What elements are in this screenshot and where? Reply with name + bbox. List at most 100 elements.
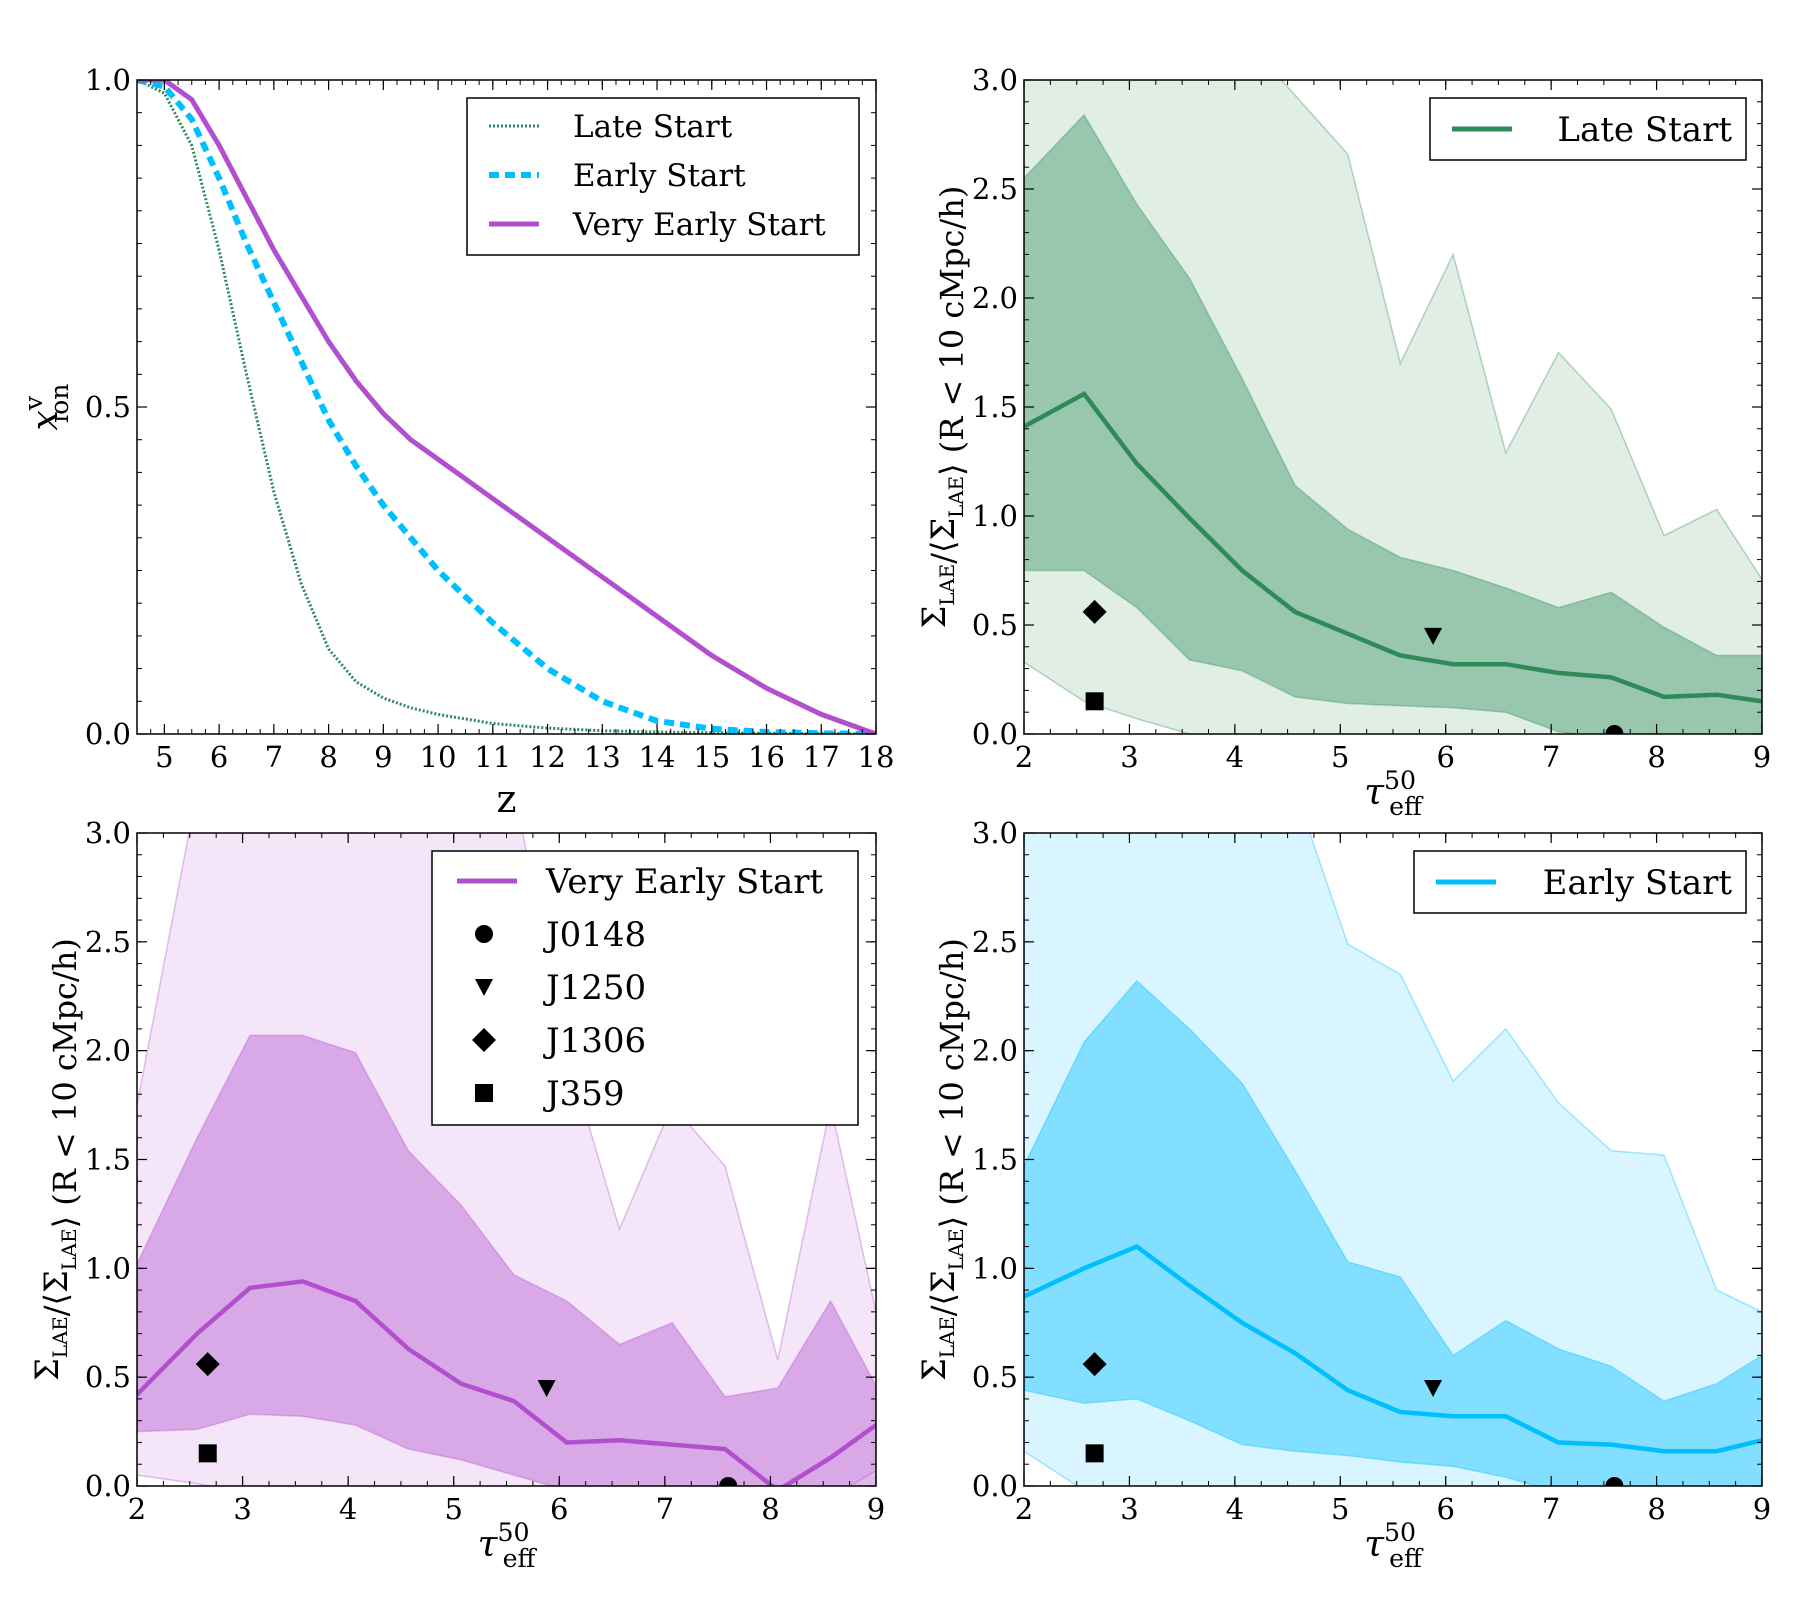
- y-axis-label: xvion: [19, 384, 74, 431]
- band-68: [1024, 113, 1762, 734]
- y-tick-label: 1.5: [85, 1143, 131, 1177]
- y-tick-label: 3.0: [85, 816, 131, 850]
- x-tick-label: 2: [128, 1492, 146, 1526]
- x-tick-label: 15: [693, 740, 730, 774]
- median-line: [1024, 1244, 1762, 1454]
- obs-j0148: [1605, 725, 1624, 734]
- obs-j359: [1085, 1444, 1104, 1463]
- plot-area: [137, 833, 876, 1486]
- x-tick-label: 9: [1753, 740, 1771, 774]
- legend-label: J359: [543, 1074, 625, 1114]
- legend-box: [431, 850, 859, 1126]
- legend-marker-j1306: [472, 1028, 496, 1052]
- legend-label: J1250: [543, 968, 646, 1008]
- x-tick-label: 8: [761, 1492, 779, 1526]
- y-tick-label: 1.5: [972, 390, 1018, 424]
- obs-j0148: [1605, 1477, 1624, 1486]
- x-tick-label: 17: [803, 740, 840, 774]
- y-tick-label: 1.0: [972, 499, 1018, 533]
- y-tick-label: 2.5: [85, 925, 131, 959]
- legend-label: J0148: [543, 915, 646, 955]
- y-axis-label: ΣLAE/⟨ΣLAE⟩ (R < 10 cMpc/h): [915, 938, 971, 1381]
- x-tick-label: 8: [1647, 1492, 1665, 1526]
- band-95: [1024, 80, 1762, 734]
- obs-j1250: [1424, 1380, 1443, 1398]
- legend: Very Early Start J0148 J1250 J1306 J359: [431, 850, 859, 1126]
- band-68: [1024, 979, 1762, 1486]
- x-axis-label: τ50 eff: [1364, 1518, 1424, 1573]
- x-tick-label: 8: [319, 740, 337, 774]
- y-tick-label: 0.5: [85, 390, 131, 424]
- obs-j1306: [195, 1352, 220, 1377]
- y-tick-label: 1.5: [972, 1143, 1018, 1177]
- median-line: [1024, 390, 1762, 704]
- x-tick-label: 9: [867, 1492, 885, 1526]
- x-tick-label: 5: [444, 1492, 462, 1526]
- legend-label: Late Start: [1557, 110, 1732, 150]
- x-axis-label: τ50 eff: [1364, 766, 1424, 821]
- series-line-very-early-start: [137, 80, 876, 734]
- y-tick-label: 0.0: [85, 717, 131, 751]
- x-tick-label: 18: [858, 740, 895, 774]
- y-tick-label: 1.0: [972, 1251, 1018, 1285]
- y-axis-label: ΣLAE/⟨ΣLAE⟩ (R < 10 cMpc/h): [915, 186, 971, 629]
- obs-j359: [1085, 692, 1104, 711]
- legend-label: J1306: [543, 1021, 646, 1061]
- y-tick-label: 0.0: [85, 1469, 131, 1503]
- y-tick-label: 3.0: [972, 63, 1018, 97]
- x-tick-label: 5: [1331, 1492, 1349, 1526]
- plot-area: [1024, 80, 1762, 734]
- legend-marker-j1250: [475, 979, 493, 996]
- legend-box: [466, 97, 860, 256]
- x-tick-label: 3: [1120, 1492, 1138, 1526]
- obs-j1306: [1082, 1352, 1107, 1377]
- legend-label: Very Early Start: [545, 862, 824, 902]
- x-tick-label: 4: [1226, 1492, 1244, 1526]
- legend-label: Early Start: [1543, 863, 1733, 903]
- x-tick-label: 16: [748, 740, 785, 774]
- x-tick-label: 12: [529, 740, 566, 774]
- panel-early: 2 3 4 5 6 7 8 9 0.0 0.5 1.0 1.5 2.0 2.5 3.0 τ50 eff ΣLAE/…: [915, 816, 1771, 1573]
- y-tick-label: 1.0: [85, 63, 131, 97]
- plot-area: [1024, 833, 1762, 1486]
- obs-j1250: [1424, 627, 1443, 645]
- x-tick-label: 6: [1436, 740, 1454, 774]
- y-tick-label: 2.5: [972, 925, 1018, 959]
- x-tick-label: 5: [1331, 740, 1349, 774]
- obs-j1250: [537, 1380, 556, 1398]
- y-tick-label: 3.0: [972, 816, 1018, 850]
- y-tick-label: 1.0: [85, 1251, 131, 1285]
- x-tick-label: 2: [1015, 1492, 1033, 1526]
- band-95: [1024, 833, 1762, 1486]
- x-tick-label: 8: [1647, 740, 1665, 774]
- x-tick-label: 9: [374, 740, 392, 774]
- y-tick-label: 0.5: [85, 1360, 131, 1394]
- legend: Early Start: [1413, 850, 1747, 914]
- legend: Late Start: [1429, 97, 1747, 161]
- panel-late: 2 3 4 5 6 7 8 9 0.0 0.5 1.0 1.5 2.0 2.5 3.0 τ50 eff ΣLAE/…: [915, 63, 1771, 821]
- x-tick-label: 2: [1015, 740, 1033, 774]
- series-line-late-start: [137, 80, 876, 734]
- y-tick-label: 2.0: [972, 281, 1018, 315]
- panel-very-early: 2 3 4 5 6 7 8 9 0.0 0.5 1.0 1.5 2.0 2.5 3.0 τ50 eff ΣLAE/…: [28, 816, 885, 1573]
- x-tick-label: 3: [1120, 740, 1138, 774]
- x-tick-label: 14: [639, 740, 676, 774]
- legend: Late Start Early Start Very Early Start: [466, 97, 860, 256]
- x-tick-label: 3: [233, 1492, 251, 1526]
- obs-j1306: [1082, 599, 1107, 624]
- legend-marker-j0148: [475, 925, 493, 943]
- x-tick-label: 7: [1542, 1492, 1560, 1526]
- panel-history: 5 6 7 8 9 10 11 12 13 14 15 16 17 18 0.0 0.5 1.0 z xvion La…: [19, 63, 895, 821]
- x-axis-label: τ50 eff: [478, 1518, 538, 1573]
- y-tick-label: 2.0: [85, 1034, 131, 1068]
- x-tick-label: 11: [474, 740, 511, 774]
- y-tick-label: 0.0: [972, 1469, 1018, 1503]
- band-95: [137, 833, 876, 1486]
- x-tick-label: 4: [1226, 740, 1244, 774]
- series-line-early-start: [137, 80, 876, 734]
- y-tick-label: 0.5: [972, 608, 1018, 642]
- legend-label: Late Start: [573, 109, 733, 145]
- legend-label: Very Early Start: [572, 207, 826, 243]
- x-tick-label: 6: [550, 1492, 568, 1526]
